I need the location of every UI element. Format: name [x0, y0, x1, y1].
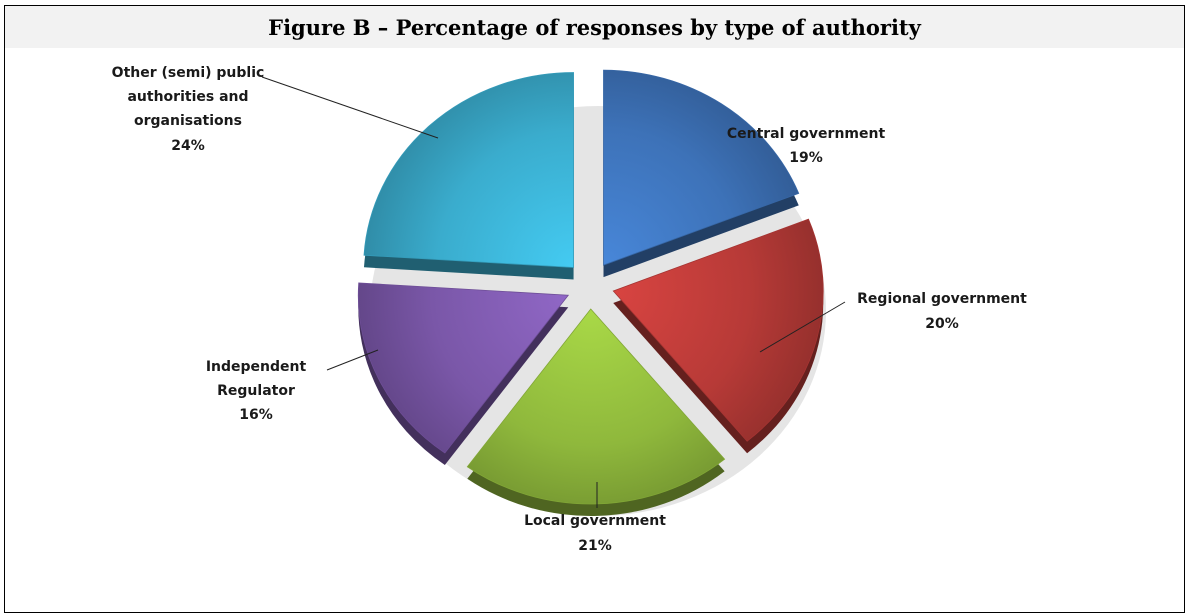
pie-slice-other-semi-public-authorities-and-organisations [363, 72, 574, 268]
slice-value-label: 19% [789, 150, 823, 166]
slice-value-label: 16% [239, 407, 273, 423]
pie-slice-independent-regulator [357, 282, 570, 454]
slice-value-label: 20% [925, 316, 959, 332]
figure-title-bar: Figure B – Percentage of responses by ty… [5, 6, 1184, 48]
slice-label: Other (semi) public authorities and organi… [112, 65, 265, 129]
slice-label: Regional government [857, 291, 1027, 307]
leader-line [261, 76, 439, 139]
slice-label: Independent Regulator [206, 359, 307, 399]
leader-line [759, 301, 846, 353]
chart-title: Figure B – Percentage of responses by ty… [268, 14, 921, 40]
slice-value-label: 24% [171, 138, 205, 154]
slice-value-label: 21% [578, 538, 612, 554]
pie-slice-central-government [603, 69, 800, 266]
leader-line [326, 349, 379, 371]
pie-slice-regional-government [612, 218, 824, 442]
slice-label: Central government [727, 126, 886, 142]
slice-label: Local government [524, 513, 666, 529]
